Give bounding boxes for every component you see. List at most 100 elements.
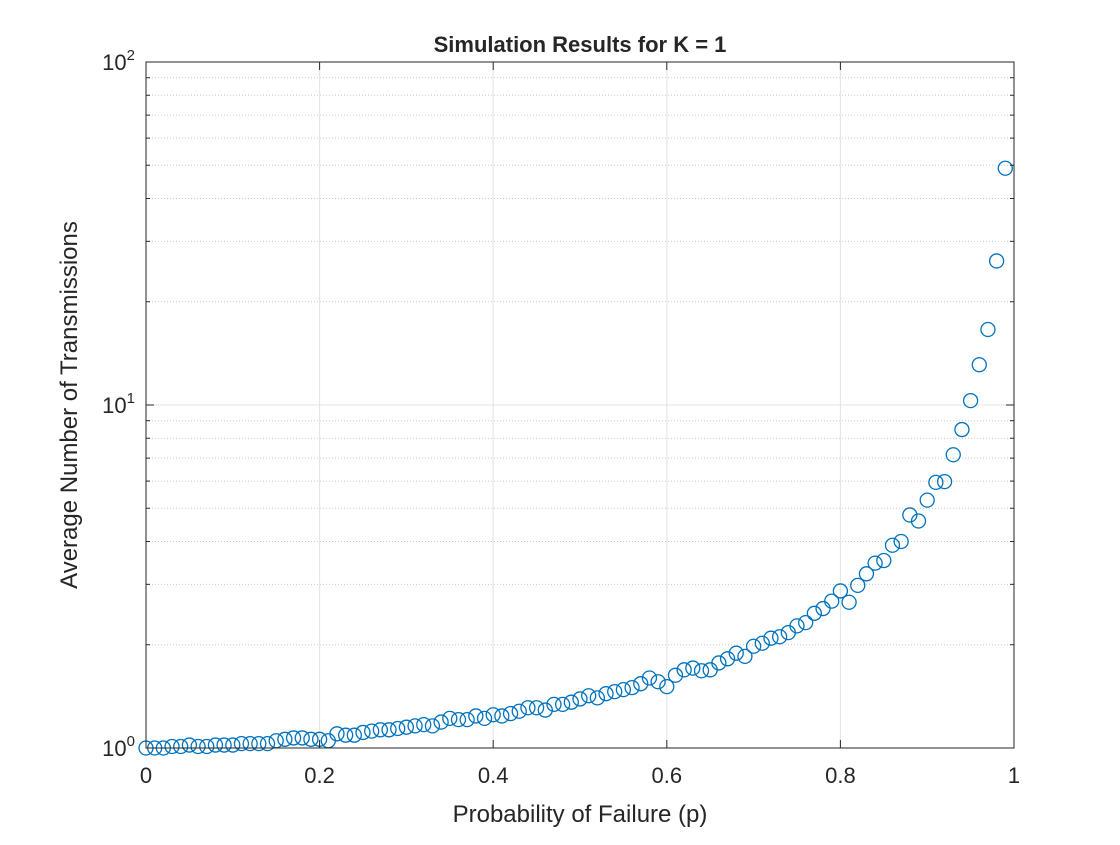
data-point	[259, 735, 276, 752]
data-point	[390, 720, 406, 737]
data-point	[554, 696, 571, 713]
y-tick-label: 100	[102, 733, 135, 761]
data-point	[980, 321, 996, 338]
data-point	[216, 737, 232, 753]
data-point	[364, 723, 380, 739]
data-point	[850, 577, 866, 593]
data-point	[355, 724, 371, 741]
data-point	[563, 694, 579, 710]
data-point	[962, 392, 979, 409]
data-point	[459, 711, 475, 728]
data-point	[346, 727, 362, 743]
x-axis-label: Probability of Failure (p)	[453, 801, 708, 828]
data-point	[928, 474, 944, 490]
data-point	[711, 655, 727, 671]
data-point	[537, 702, 553, 718]
data-point	[416, 716, 432, 733]
data-point	[876, 552, 892, 569]
data-point	[719, 651, 736, 667]
y-tick-label: 102	[102, 47, 135, 75]
data-point	[824, 593, 840, 609]
data-point	[424, 718, 441, 734]
data-point	[181, 737, 198, 753]
data-point	[624, 679, 640, 696]
y-axis-label: Average Number of Transmissions	[56, 221, 83, 589]
data-point	[841, 594, 857, 610]
data-point	[615, 681, 632, 698]
data-point	[884, 537, 901, 553]
data-point	[442, 710, 458, 727]
data-point	[919, 492, 935, 508]
data-point	[659, 678, 675, 695]
data-point	[337, 727, 354, 743]
x-tick-label: 0.8	[825, 763, 856, 788]
x-tick-label: 0	[140, 763, 152, 788]
data-point	[971, 357, 987, 373]
data-point	[528, 700, 545, 716]
data-point	[771, 629, 788, 645]
data-point	[468, 708, 484, 724]
data-point	[164, 738, 180, 755]
data-point	[641, 670, 658, 686]
data-point	[685, 660, 701, 676]
data-point	[676, 662, 692, 678]
tick-layer: 100 101 102 0 0.2 0.4 0.6 0.8 1	[102, 47, 1020, 788]
data-point	[233, 735, 250, 752]
data-point	[511, 703, 527, 719]
data-point	[303, 731, 319, 747]
data-point	[936, 473, 953, 490]
y-tick-label: 101	[102, 390, 135, 418]
data-point	[199, 738, 215, 755]
data-point	[693, 663, 710, 679]
data-point	[763, 630, 779, 646]
data-point	[728, 645, 744, 661]
data-point	[242, 735, 258, 752]
grid-layer	[146, 62, 1014, 748]
data-point	[294, 730, 310, 746]
data-point	[598, 686, 614, 702]
data-point	[207, 737, 224, 753]
chart-title: Simulation Results for K = 1	[434, 32, 727, 57]
data-point	[277, 731, 293, 747]
data-point	[190, 738, 206, 755]
data-point	[173, 738, 189, 755]
data-point	[910, 513, 927, 529]
data-point	[450, 711, 467, 728]
data-point	[589, 690, 606, 706]
data-point	[502, 705, 519, 722]
data-point	[954, 421, 970, 438]
x-tick-label: 0.6	[652, 763, 683, 788]
data-point	[737, 648, 753, 665]
x-tick-label: 0.4	[478, 763, 509, 788]
data-point	[476, 710, 493, 727]
data-point	[745, 638, 762, 654]
data-point	[285, 730, 302, 746]
data-point	[251, 735, 267, 752]
data-point	[225, 737, 241, 753]
data-point	[798, 614, 814, 631]
data-point	[433, 714, 449, 730]
data-point	[867, 555, 883, 571]
data-point	[789, 618, 805, 634]
data-point	[572, 691, 588, 707]
x-tick-label: 0.2	[304, 763, 335, 788]
data-point	[667, 667, 684, 683]
data-point	[607, 683, 623, 700]
data-point	[893, 533, 909, 550]
data-point	[329, 726, 345, 742]
x-tick-label: 1	[1008, 763, 1020, 788]
marker-layer	[138, 160, 1013, 756]
data-point	[988, 253, 1005, 269]
data-point	[650, 674, 666, 690]
data-point	[520, 700, 536, 716]
data-point	[372, 722, 389, 738]
data-point	[806, 605, 823, 621]
data-point	[902, 507, 918, 523]
data-point	[754, 635, 770, 651]
data-point	[997, 160, 1013, 176]
data-point	[494, 708, 510, 724]
data-point	[407, 718, 423, 734]
data-point	[398, 719, 415, 735]
